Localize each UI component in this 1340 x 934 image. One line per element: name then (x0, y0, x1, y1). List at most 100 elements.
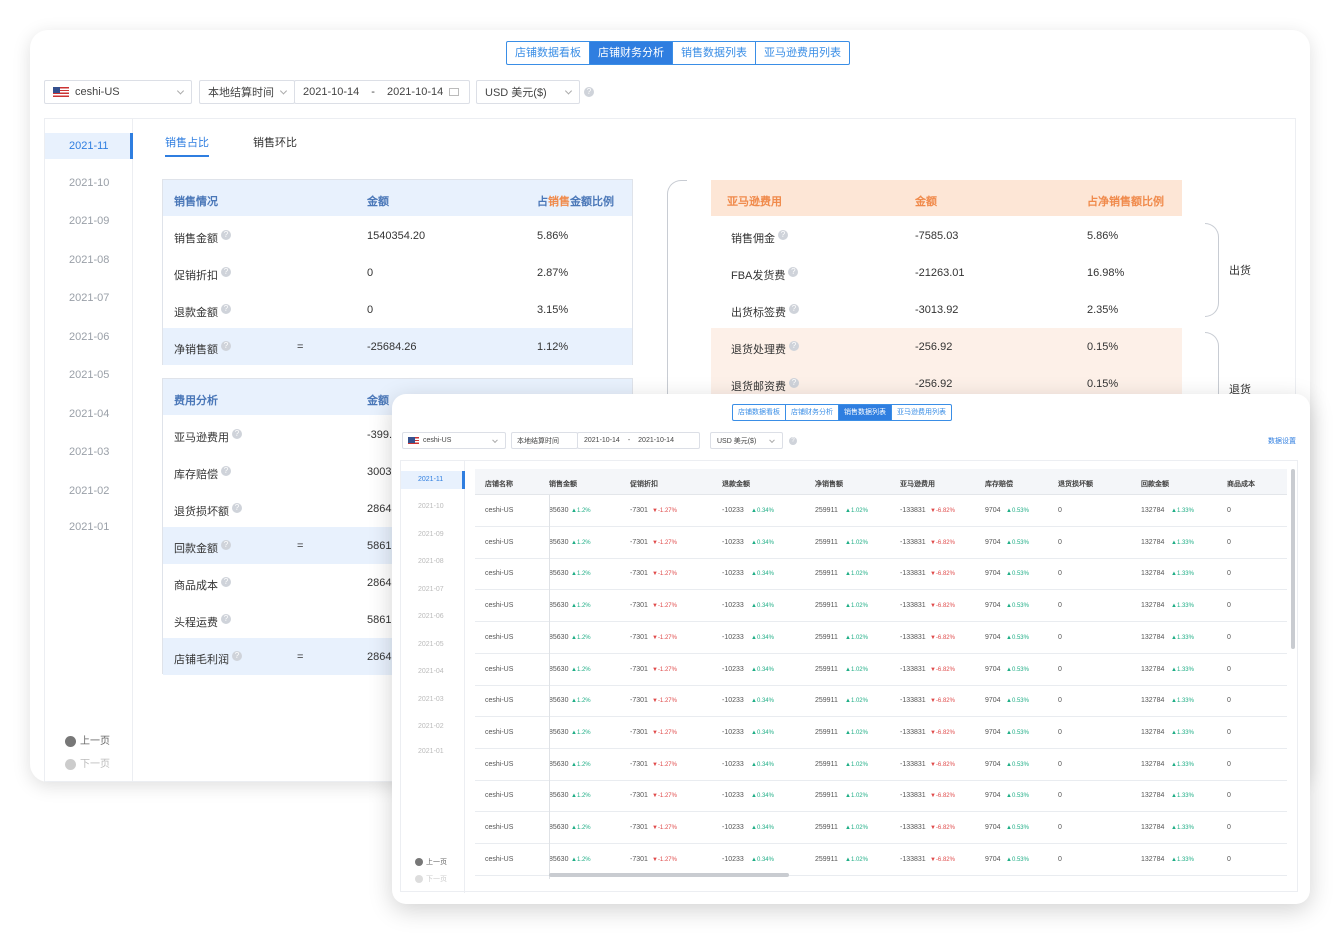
month-item[interactable]: 2021-06 (69, 331, 110, 343)
next-page-button[interactable]: 下一页 (65, 755, 110, 770)
month-item[interactable]: 2021-01 (69, 521, 110, 533)
table-row: 促销折扣? 0 2.87% (163, 254, 632, 291)
row-label: 促销折扣? (174, 267, 231, 283)
table-row[interactable]: ceshi-US 85630 ▲1.2% -7301 ▼-1.27% -10233 ▲0.3… (475, 527, 1287, 559)
help-icon[interactable]: ? (221, 230, 231, 240)
col-amazon-fee[interactable]: 亚马逊费用 (900, 481, 935, 488)
table-row[interactable]: ceshi-US 85630 ▲1.2% -7301 ▼-1.27% -10233 ▲0.3… (475, 780, 1287, 813)
col-store-name[interactable]: 店铺名称 (485, 481, 513, 488)
date-range-picker[interactable]: 2021-10-14 - 2021-10-14 (294, 80, 470, 104)
row-pct: 5.86% (537, 230, 569, 242)
tab-store-dashboard[interactable]: 店铺数据看板 (515, 47, 581, 59)
month-item[interactable]: 2021-05 (69, 369, 110, 381)
help-icon[interactable]: ? (221, 267, 231, 277)
subtab-sales-mom[interactable]: 销售环比 (253, 137, 297, 149)
month-item[interactable]: 2021-03 (418, 696, 444, 703)
help-icon[interactable]: ? (232, 429, 242, 439)
currency-select[interactable]: USD 美元($) (476, 80, 580, 104)
col-return-damage[interactable]: 退货损坏额 (1058, 481, 1093, 488)
table-row[interactable]: ceshi-US 85630 ▲1.2% -7301 ▼-1.27% -10233 ▲0.3… (475, 495, 1287, 527)
table-row[interactable]: ceshi-US 85630 ▲1.2% -7301 ▼-1.27% -10233 ▲0.3… (475, 749, 1287, 781)
col-payout[interactable]: 回款金额 (1141, 481, 1169, 488)
col-promo-discount[interactable]: 促销折扣 (630, 481, 658, 488)
month-item[interactable]: 2021-09 (418, 531, 444, 538)
table-cell: ceshi-US (485, 792, 514, 800)
subtab-sales-share[interactable]: 销售占比 (165, 137, 209, 149)
help-icon[interactable]: ? (789, 341, 799, 351)
month-item[interactable]: 2021-07 (69, 292, 110, 304)
tab-store-dashboard[interactable]: 店铺数据看板 (738, 409, 780, 416)
month-item[interactable]: 2021-08 (418, 558, 444, 565)
row-label: 亚马逊费用? (174, 429, 242, 445)
help-icon[interactable]: ? (221, 540, 231, 550)
prev-page-button[interactable]: 上一页 (65, 732, 110, 747)
month-item[interactable]: 2021-02 (418, 723, 444, 730)
date-range-picker[interactable]: 2021-10-14 - 2021-10-14 (577, 432, 700, 449)
table-cell: -7301 (630, 855, 648, 863)
table-row[interactable]: ceshi-US 85630 ▲1.2% -7301 ▼-1.27% -10233 ▲0.3… (475, 558, 1287, 591)
prev-page-button[interactable]: 上一页 (415, 857, 447, 867)
data-settings-link[interactable]: 数据设置 (1268, 438, 1296, 445)
help-icon[interactable]: ? (584, 87, 594, 97)
month-item[interactable]: 2021-02 (69, 485, 110, 497)
month-item[interactable]: 2021-04 (418, 668, 444, 675)
store-select[interactable]: ceshi-US (44, 80, 192, 104)
horizontal-scrollbar[interactable] (549, 873, 789, 877)
month-item[interactable]: 2021-10 (69, 177, 110, 189)
store-select[interactable]: ceshi-US (402, 432, 506, 449)
month-item[interactable]: 2021-04 (69, 408, 110, 420)
help-icon[interactable]: ? (221, 577, 231, 587)
list-body: 2021-11 2021-10 2021-09 2021-08 2021-07 … (400, 460, 1298, 893)
table-row[interactable]: ceshi-US 85630 ▲1.2% -7301 ▼-1.27% -10233 ▲0.3… (475, 590, 1287, 623)
help-icon[interactable]: ? (789, 437, 797, 445)
tab-sales-list[interactable]: 销售数据列表 (672, 42, 755, 64)
month-item[interactable]: 2021-07 (418, 586, 444, 593)
table-row[interactable]: ceshi-US 85630 ▲1.2% -7301 ▼-1.27% -10233 ▲0.3… (475, 685, 1287, 718)
month-item[interactable]: 2021-06 (418, 613, 444, 620)
col-sales-amount[interactable]: 销售金额 (549, 481, 577, 488)
help-icon[interactable]: ? (789, 304, 799, 314)
help-icon[interactable]: ? (221, 614, 231, 624)
help-icon[interactable]: ? (232, 503, 242, 513)
frozen-column-divider (549, 495, 550, 879)
month-item[interactable]: 2021-10 (418, 503, 444, 510)
time-type-select[interactable]: 本地结算时间 (511, 432, 578, 449)
col-net-sales[interactable]: 净销售额 (815, 481, 843, 488)
help-icon[interactable]: ? (789, 378, 799, 388)
vertical-scrollbar[interactable] (1291, 469, 1295, 649)
tab-amazon-fee-list[interactable]: 亚马逊费用列表 (755, 42, 849, 64)
table-row[interactable]: ceshi-US 85630 ▲1.2% -7301 ▼-1.27% -10233 ▲0.3… (475, 654, 1287, 686)
month-item[interactable]: 2021-09 (69, 215, 110, 227)
tab-sales-list[interactable]: 销售数据列表 (838, 405, 891, 420)
trend-cell: ▼-6.82% (930, 825, 955, 831)
month-item[interactable]: 2021-11 (45, 133, 133, 159)
help-icon[interactable]: ? (221, 304, 231, 314)
col-product-cost[interactable]: 商品成本 (1227, 481, 1255, 488)
help-icon[interactable]: ? (221, 466, 231, 476)
time-type-select[interactable]: 本地结算时间 (199, 80, 295, 104)
table-row[interactable]: ceshi-US 85630 ▲1.2% -7301 ▼-1.27% -10233 ▲0.3… (475, 812, 1287, 844)
table-row[interactable]: ceshi-US 85630 ▲1.2% -7301 ▼-1.27% -10233 ▲0.3… (475, 622, 1287, 654)
tab-amazon-fee-list[interactable]: 亚马逊费用列表 (891, 405, 951, 420)
table-row[interactable]: ceshi-US 85630 ▲1.2% -7301 ▼-1.27% -10233 ▲0.3… (475, 717, 1287, 749)
help-icon[interactable]: ? (232, 651, 242, 661)
help-icon[interactable]: ? (221, 341, 231, 351)
month-item[interactable]: 2021-11 (401, 471, 465, 489)
trend-cell: ▼-1.27% (652, 729, 677, 736)
month-item[interactable]: 2021-03 (69, 446, 110, 458)
help-icon[interactable]: ? (778, 230, 788, 240)
col-refund-amount[interactable]: 退款金额 (722, 481, 750, 488)
next-page-button[interactable]: 下一页 (415, 874, 447, 884)
month-item[interactable]: 2021-05 (418, 641, 444, 648)
help-icon[interactable]: ? (788, 267, 799, 277)
tab-store-finance[interactable]: 店铺财务分析 (785, 405, 838, 420)
col-inventory-comp[interactable]: 库存赔偿 (985, 481, 1013, 488)
table-row[interactable]: ceshi-US 85630 ▲1.2% -7301 ▼-1.27% -10233 ▲0.3… (475, 844, 1287, 876)
table-cell: -7301 (630, 570, 648, 578)
currency-select[interactable]: USD 美元($) (710, 432, 783, 449)
month-item[interactable]: 2021-08 (69, 254, 110, 266)
table-cell: -133831 (900, 824, 926, 831)
month-item[interactable]: 2021-01 (418, 748, 444, 755)
store-select-value: ceshi-US (423, 437, 452, 444)
tab-store-finance[interactable]: 店铺财务分析 (589, 42, 672, 64)
